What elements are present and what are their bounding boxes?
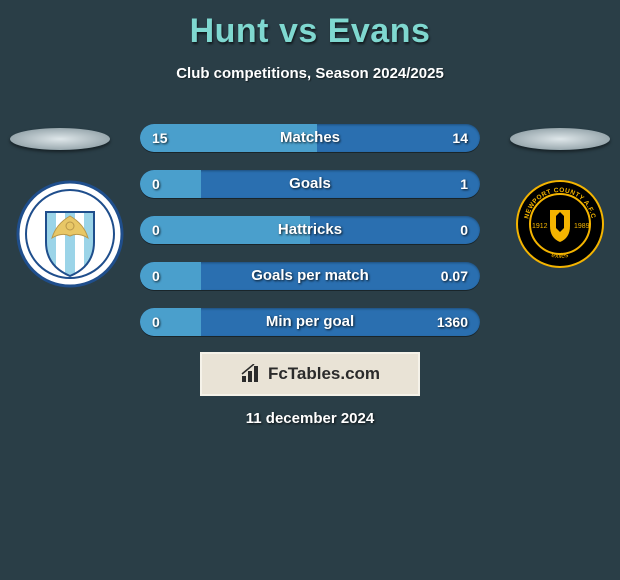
brand-text: FcTables.com xyxy=(268,364,380,384)
stat-value-right: 1 xyxy=(460,170,468,198)
stat-value-right: 1360 xyxy=(437,308,468,336)
stat-value-right: 0 xyxy=(460,216,468,244)
stat-label: Goals xyxy=(140,170,480,198)
right-team-crest: NEWPORT COUNTY A.F.C exiles 1912 1989 xyxy=(516,180,604,273)
page-title: Hunt vs Evans xyxy=(0,0,620,51)
crest-year-left: 1912 xyxy=(532,223,548,230)
stat-label: Goals per match xyxy=(140,262,480,290)
stat-label: Hattricks xyxy=(140,216,480,244)
newport-crest-icon: NEWPORT COUNTY A.F.C exiles 1912 1989 xyxy=(516,180,604,268)
stat-label: Min per goal xyxy=(140,308,480,336)
stat-bar: 15Matches14 xyxy=(140,124,480,152)
stat-label: Matches xyxy=(140,124,480,152)
left-shadow-oval xyxy=(10,128,110,150)
stat-bar: 0Goals per match0.07 xyxy=(140,262,480,290)
stat-bar: 0Hattricks0 xyxy=(140,216,480,244)
colchester-crest-icon xyxy=(16,180,124,288)
stat-bar: 0Min per goal1360 xyxy=(140,308,480,336)
right-shadow-oval xyxy=(510,128,610,150)
page-subtitle: Club competitions, Season 2024/2025 xyxy=(0,65,620,82)
left-team-crest xyxy=(16,180,124,293)
brand-box[interactable]: FcTables.com xyxy=(200,352,420,396)
stat-value-right: 14 xyxy=(452,124,468,152)
bar-chart-icon xyxy=(240,364,262,384)
stat-bar: 0Goals1 xyxy=(140,170,480,198)
stats-container: 15Matches140Goals10Hattricks00Goals per … xyxy=(140,124,480,354)
crest-year-right: 1989 xyxy=(574,223,590,230)
date-line: 11 december 2024 xyxy=(0,410,620,427)
stat-value-right: 0.07 xyxy=(441,262,468,290)
